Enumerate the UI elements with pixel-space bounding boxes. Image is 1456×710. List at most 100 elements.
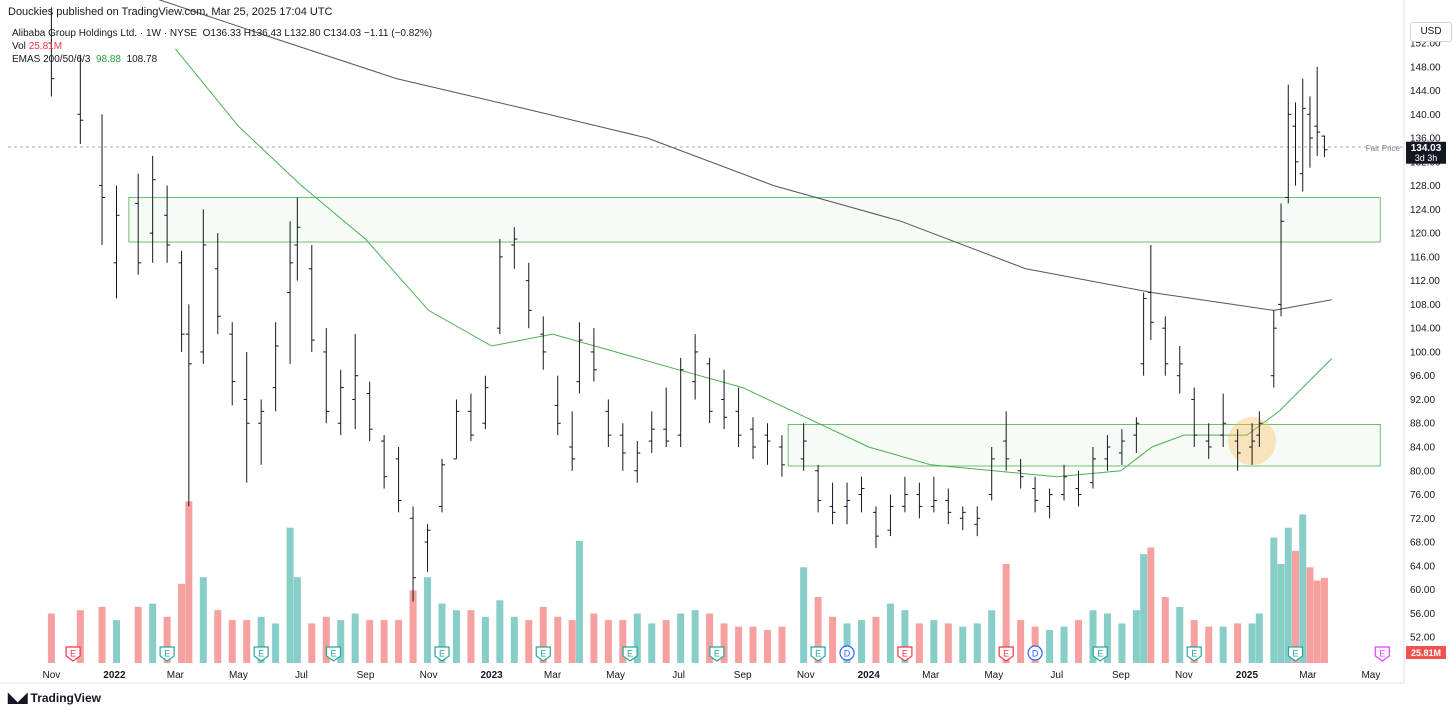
event-label: E	[1379, 649, 1385, 659]
event-marker: D	[839, 645, 855, 661]
volume-bar	[1031, 626, 1039, 663]
volume-bar	[706, 613, 714, 663]
event-label: E	[258, 649, 264, 659]
x-tick-label: Mar	[1299, 670, 1317, 681]
ohlc-bar	[272, 322, 279, 412]
volume-bar	[47, 613, 55, 663]
ohlc-bar	[467, 393, 474, 442]
y-tick-label: 92.00	[1410, 395, 1435, 406]
ohlc-bar	[569, 411, 576, 471]
ema-lines	[158, 0, 1333, 478]
volume-bar	[481, 616, 489, 663]
y-tick-label: 112.00	[1410, 276, 1440, 287]
y-tick-label: 136.00	[1410, 134, 1441, 145]
volume-bar	[1147, 547, 1155, 663]
event-label: E	[714, 649, 720, 659]
volume-bar	[272, 623, 280, 663]
volume-bar	[778, 626, 786, 663]
x-tick-label: Sep	[357, 670, 375, 681]
fair-price-label: Fair Price	[1366, 144, 1401, 153]
bar-countdown: 3d 3h	[1415, 153, 1438, 163]
y-tick-label: 64.00	[1410, 561, 1435, 572]
earnings-icon	[1186, 646, 1202, 662]
ohlc-bar	[634, 441, 641, 483]
volume-bar	[1205, 626, 1213, 663]
y-tick-label: 124.00	[1410, 205, 1441, 216]
ohlc-bar	[453, 399, 460, 460]
ohlc-bar	[916, 482, 923, 519]
x-tick-label: Jul	[672, 670, 685, 681]
volume-bar	[510, 616, 518, 663]
ohlc-bar	[308, 245, 315, 352]
last-price-value: 134.03	[1411, 143, 1442, 154]
volume-bar	[1248, 623, 1256, 663]
volume-bar	[843, 623, 851, 663]
ema-label: EMAS 200/50/6/3	[12, 54, 91, 65]
ohlc-bar	[1270, 310, 1277, 388]
volume-bar	[959, 626, 967, 663]
ohlc-bar	[1147, 245, 1154, 341]
ohlc-bar	[1205, 423, 1212, 459]
earnings-icon	[535, 646, 551, 662]
ohlc-bar	[815, 464, 822, 513]
volume-bar	[337, 620, 345, 663]
volume-bar	[1046, 630, 1054, 663]
ohlc-bar	[764, 423, 771, 465]
ohlc-bar	[576, 322, 583, 394]
ohlc-bar	[706, 357, 713, 424]
y-tick-label: 152.00	[1410, 39, 1441, 50]
ohlc-bar	[721, 369, 728, 430]
x-tick-label: May	[984, 670, 1003, 681]
ohlc-bar	[99, 114, 106, 245]
volume-bar	[915, 623, 923, 663]
volume-bar	[619, 620, 627, 663]
earnings-icon	[1092, 646, 1108, 662]
event-marker: E	[535, 646, 551, 662]
volume-bar	[134, 606, 142, 663]
event-label: E	[1003, 649, 1009, 659]
axes: 52.00 56.00 60.00 64.00 68.00 72.00 76.00 80.00…	[0, 0, 1446, 684]
ohlc-bar	[113, 185, 120, 299]
ohlc-bar	[337, 369, 344, 436]
zone-1	[787, 424, 1381, 467]
ohlc-bar	[858, 476, 865, 513]
event-marker: E	[897, 646, 913, 662]
ohlc-bar	[1133, 417, 1140, 453]
currency-button[interactable]: USD	[1410, 22, 1452, 42]
volume-bar	[763, 630, 771, 663]
ohlc-bar	[1321, 135, 1328, 158]
ohlc-bar	[829, 482, 836, 525]
volume-bar	[554, 616, 562, 663]
ohlc-bar	[901, 476, 908, 513]
volume-bar	[973, 623, 981, 663]
ohlc-bar	[554, 375, 561, 436]
event-marker: E	[434, 646, 450, 662]
volume-bar	[648, 623, 656, 663]
ohlc-bar	[1278, 203, 1285, 317]
earnings-icon	[709, 646, 725, 662]
ohlc-bar	[287, 221, 294, 364]
earnings-icon	[897, 646, 913, 662]
volume-bar	[1132, 610, 1140, 663]
ohlc-bar	[1046, 488, 1053, 519]
ohlc-bar	[735, 387, 742, 447]
event-marker: D	[1027, 645, 1043, 661]
y-tick-label: 104.00	[1410, 324, 1441, 335]
event-label: E	[902, 649, 908, 659]
volume-bar	[858, 620, 866, 663]
ohlc-bar	[185, 304, 192, 507]
x-tick-label: 2024	[858, 670, 881, 681]
ohlc-bar	[352, 334, 359, 430]
volume-bar	[199, 577, 207, 663]
volume-bar	[1176, 606, 1184, 663]
fair-price-line: Fair Price	[8, 144, 1404, 153]
x-tick-label: Nov	[1175, 670, 1193, 681]
y-tick-label: 80.00	[1410, 466, 1435, 477]
volume-bar	[409, 590, 417, 663]
event-marker: E	[1287, 646, 1304, 662]
ohlc-bar	[540, 316, 547, 370]
y-tick-label: 52.00	[1410, 633, 1435, 644]
earnings-icon	[253, 646, 269, 662]
ohlc-bars	[48, 7, 1328, 602]
